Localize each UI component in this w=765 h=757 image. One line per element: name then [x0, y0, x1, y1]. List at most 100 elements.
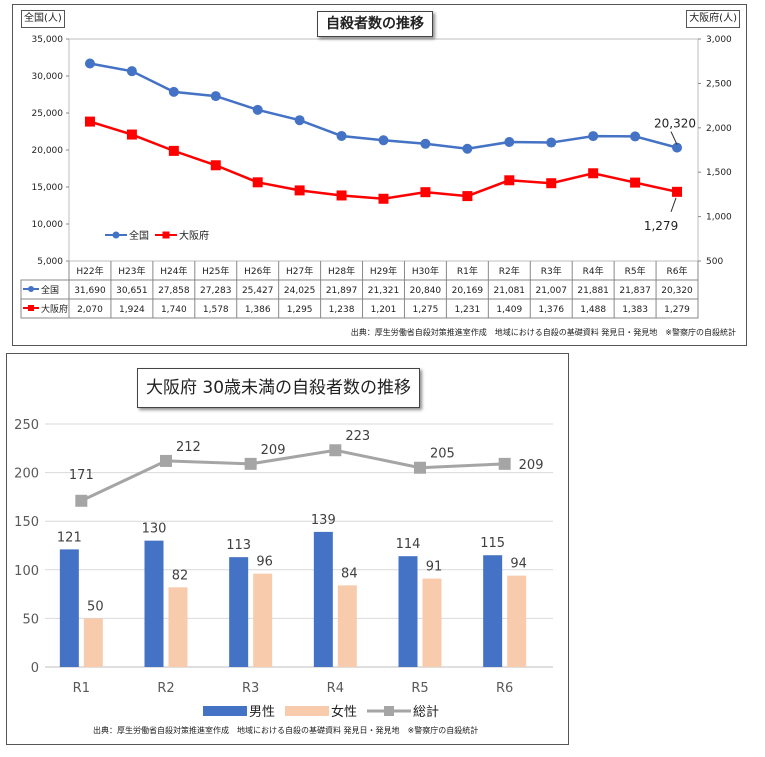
legend-item-osaka: 大阪府: [155, 227, 209, 242]
y-axis-tick-label: 0: [31, 661, 39, 676]
data-point-osaka: [84, 116, 95, 127]
table-value-cell: 1,578: [203, 305, 229, 315]
legend-item-total: 総計: [367, 701, 439, 720]
data-label-female: 96: [256, 555, 273, 570]
suicide-trend-plot: 5,000 10,000 15,000 20,000 25,000 30,000 35,00…: [20, 35, 732, 319]
table-value-cell: 1,383: [622, 305, 648, 315]
table-value-cell: 20,320: [661, 286, 693, 296]
data-point-total: [244, 457, 257, 470]
y-axis-tick-label: 200: [14, 467, 39, 482]
data-point-national: [294, 115, 305, 126]
x-axis-category-label: R2: [157, 681, 174, 696]
table-value-cell: 25,427: [242, 286, 274, 296]
table-value-cell: 1,201: [371, 305, 397, 315]
bar-female: [507, 575, 527, 667]
legend-item-female: 女性: [285, 701, 357, 720]
right-axis-tick-label: 500: [706, 257, 723, 267]
data-point-national: [672, 142, 683, 153]
table-value-cell: 21,321: [368, 286, 400, 296]
data-point-national: [420, 138, 431, 149]
data-point-national: [504, 137, 515, 148]
table-value-cell: 2,070: [77, 305, 103, 315]
right-axis-tick-label: 1,500: [706, 168, 732, 178]
chart1-source: 出典：厚生労働省自殺対策推進室作成 地域における自殺の基礎資料 発見日・発見地 …: [350, 328, 736, 337]
data-label-female: 50: [87, 599, 104, 614]
data-point-osaka: [546, 178, 557, 189]
osaka-under30-chart: 0 50 100 150 200 250 121 50 R1 130 82 R2 113 96 R3 139 8…: [6, 353, 569, 745]
x-axis-category-label: H29年: [370, 265, 397, 277]
data-point-osaka: [126, 129, 137, 140]
data-label-total: 209: [261, 443, 286, 458]
bar-male: [59, 549, 79, 667]
data-point-osaka: [336, 190, 347, 201]
y-axis-tick-label: 250: [14, 418, 39, 433]
left-axis-tick-label: 30,000: [32, 72, 64, 82]
table-value-cell: 1,488: [580, 305, 606, 315]
x-axis-category-label: R4: [327, 681, 344, 696]
table-value-cell: 1,740: [161, 305, 187, 315]
left-axis-tick-label: 15,000: [32, 183, 64, 193]
chart2-legend: 男性 女性 総計: [203, 701, 439, 720]
legend-female-label: 女性: [331, 705, 358, 720]
legend-item-national: 全国: [105, 227, 149, 242]
legend-female-swatch: [285, 705, 330, 716]
data-label-male: 130: [142, 522, 167, 537]
table-value-cell: 1,924: [119, 305, 145, 315]
table-value-cell: 21,081: [494, 286, 526, 296]
y-axis-tick-label: 150: [14, 515, 39, 530]
data-label-total: 212: [176, 440, 201, 455]
table-legend-marker-national: [28, 286, 34, 292]
table-value-cell: 1,409: [496, 305, 522, 315]
data-label-total: 223: [345, 429, 370, 444]
series-line-total: [80, 448, 505, 503]
right-axis-unit: 大阪府(人): [686, 10, 740, 28]
bar-male: [483, 555, 503, 667]
data-point-national: [378, 135, 389, 146]
table-value-cell: 1,376: [538, 305, 564, 315]
table-value-cell: 1,279: [664, 305, 690, 315]
x-axis-category-label: H27年: [286, 265, 313, 277]
right-axis-tick-label: 3,000: [706, 35, 732, 45]
chart1-legend: 全国 大阪府: [105, 227, 209, 242]
data-label-male: 139: [311, 513, 336, 528]
table-value-cell: 31,690: [74, 286, 106, 296]
legend-osaka-label: 大阪府: [179, 231, 209, 242]
bar-female: [422, 578, 442, 667]
x-axis-category-label: H26年: [244, 265, 271, 277]
data-point-national: [126, 66, 137, 77]
legend-male-label: 男性: [249, 705, 276, 720]
left-axis-tick-label: 10,000: [32, 220, 64, 230]
x-axis-category-label: R5年: [625, 265, 646, 277]
left-axis-tick-label: 25,000: [32, 109, 64, 119]
right-axis-tick-label: 2,000: [706, 124, 732, 134]
x-axis-category-label: R2年: [499, 265, 520, 277]
bar-male: [398, 556, 418, 667]
data-point-osaka: [252, 177, 263, 188]
data-point-total: [75, 494, 88, 507]
data-point-national: [210, 91, 221, 102]
data-label-total: 171: [69, 468, 94, 483]
data-point-osaka: [462, 191, 473, 202]
data-label-female: 94: [510, 557, 527, 572]
data-label-male: 114: [396, 537, 421, 552]
left-axis-unit: 全国(人): [21, 10, 65, 28]
table-value-cell: 20,169: [452, 286, 484, 296]
table-value-cell: 21,897: [326, 286, 358, 296]
data-point-total: [414, 461, 426, 474]
data-point-osaka: [168, 145, 179, 156]
x-axis-category-label: H22年: [76, 265, 103, 277]
data-point-national: [252, 104, 263, 115]
series-line-osaka: [89, 120, 678, 201]
y-axis-tick-label: 100: [14, 564, 39, 579]
annotation-leader-osaka: [670, 197, 677, 212]
legend-national-label: 全国: [129, 231, 149, 242]
data-point-osaka: [420, 187, 431, 198]
data-point-total: [498, 457, 511, 470]
table-value-cell: 21,881: [577, 286, 609, 296]
table-value-cell: 1,275: [413, 305, 439, 315]
x-axis-category-label: R6年: [667, 265, 688, 277]
data-point-osaka: [588, 168, 599, 179]
x-axis-category-label: H30年: [412, 265, 439, 277]
data-label-total: 209: [519, 458, 544, 473]
bar-female: [337, 585, 357, 667]
